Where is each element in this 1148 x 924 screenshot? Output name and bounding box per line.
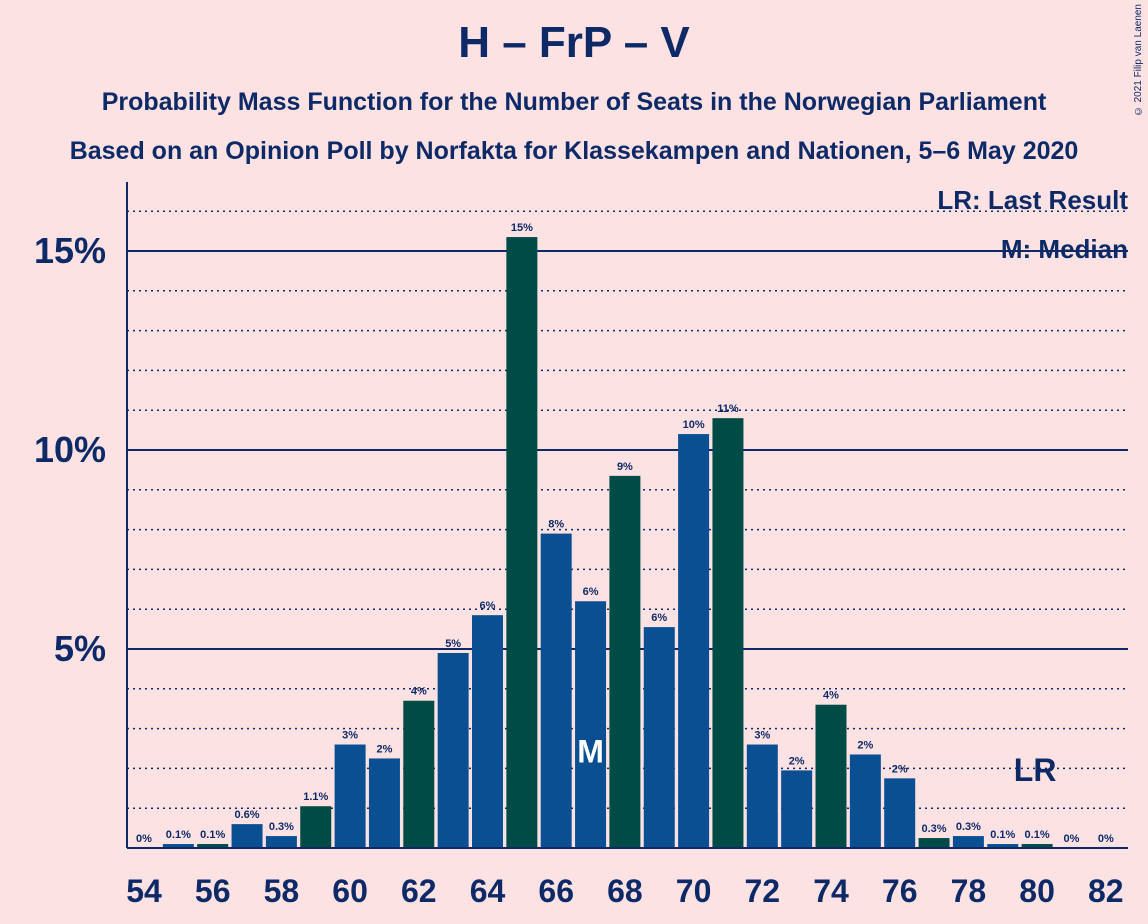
bar-seat-61 bbox=[368, 758, 400, 848]
bar-value-label: 1.1% bbox=[303, 791, 328, 803]
bar-value-label: 0.1% bbox=[200, 829, 225, 841]
bar-value-label: 0.1% bbox=[166, 829, 191, 841]
y-tick-label: 5% bbox=[54, 628, 106, 669]
bar-value-label: 0% bbox=[136, 833, 152, 845]
bar-value-label: 3% bbox=[342, 730, 358, 742]
bar-value-label: 5% bbox=[445, 638, 461, 650]
bar-value-label: 2% bbox=[376, 743, 392, 755]
y-tick-label: 15% bbox=[34, 230, 106, 271]
bar-seat-60 bbox=[334, 744, 366, 848]
bar-value-label: 3% bbox=[754, 730, 770, 742]
x-tick-label: 58 bbox=[264, 873, 300, 909]
bar-value-label: 8% bbox=[548, 519, 564, 531]
bar-value-label: 6% bbox=[651, 612, 667, 624]
bar-seat-57 bbox=[231, 824, 263, 848]
bar-seat-69 bbox=[643, 627, 675, 848]
bar-seat-71 bbox=[712, 418, 744, 848]
bar-value-label: 0.3% bbox=[956, 821, 981, 833]
bar-value-label: 0.1% bbox=[1025, 829, 1050, 841]
median-marker: M bbox=[577, 734, 604, 770]
bar-seat-62 bbox=[403, 700, 435, 848]
x-tick-label: 72 bbox=[745, 873, 781, 909]
bar-seat-55 bbox=[162, 844, 194, 848]
bar-seat-74 bbox=[815, 704, 847, 848]
bar-seat-70 bbox=[678, 434, 710, 848]
last-result-marker: LR bbox=[1014, 752, 1057, 788]
bar-value-label: 6% bbox=[480, 600, 496, 612]
legend-median: M: Median bbox=[1000, 234, 1128, 264]
bar-value-label: 9% bbox=[617, 461, 633, 473]
x-tick-label: 54 bbox=[126, 873, 162, 909]
x-tick-label: 66 bbox=[538, 873, 574, 909]
bar-value-label: 0% bbox=[1063, 833, 1079, 845]
bar-seat-59 bbox=[300, 806, 332, 848]
bar-seat-66 bbox=[540, 533, 572, 848]
bar-seat-67 bbox=[575, 601, 607, 848]
chart-subtitle-2: Based on an Opinion Poll by Norfakta for… bbox=[69, 137, 1079, 165]
bar-value-label: 0.3% bbox=[922, 823, 947, 835]
x-tick-label: 82 bbox=[1088, 873, 1124, 909]
bar-seat-77 bbox=[918, 838, 950, 848]
x-tick-label: 56 bbox=[195, 873, 231, 909]
bar-seat-72 bbox=[746, 744, 778, 848]
bar-seat-65 bbox=[506, 237, 538, 848]
bar-seat-75 bbox=[849, 754, 881, 848]
x-tick-label: 76 bbox=[882, 873, 918, 909]
bar-seat-56 bbox=[197, 844, 229, 848]
bar-seat-76 bbox=[884, 778, 916, 848]
x-tick-label: 74 bbox=[813, 873, 849, 909]
bar-value-label: 0.1% bbox=[990, 829, 1015, 841]
y-tick-label: 10% bbox=[34, 429, 106, 470]
bar-value-label: 0.3% bbox=[269, 821, 294, 833]
bar-value-label: 10% bbox=[683, 419, 705, 431]
x-tick-label: 68 bbox=[607, 873, 643, 909]
x-tick-label: 70 bbox=[676, 873, 712, 909]
bar-seat-64 bbox=[472, 615, 503, 848]
bar-value-label: 6% bbox=[583, 586, 599, 598]
x-tick-label: 62 bbox=[401, 873, 437, 909]
x-tick-label: 80 bbox=[1019, 873, 1055, 909]
x-tick-label: 64 bbox=[470, 873, 506, 909]
bar-seat-68 bbox=[609, 475, 641, 848]
x-tick-label: 78 bbox=[951, 873, 987, 909]
chart-subtitle-1: Probability Mass Function for the Number… bbox=[101, 88, 1047, 116]
bar-value-label: 2% bbox=[892, 763, 908, 775]
bar-value-label: 2% bbox=[857, 739, 873, 751]
bar-value-label: 0.6% bbox=[235, 809, 260, 821]
bar-seat-58 bbox=[265, 836, 297, 848]
bar-seat-78 bbox=[952, 836, 984, 848]
bar-value-label: 15% bbox=[511, 222, 533, 234]
bar-value-label: 2% bbox=[789, 755, 805, 767]
x-tick-label: 60 bbox=[332, 873, 368, 909]
bar-value-label: 4% bbox=[411, 686, 427, 698]
chart-title: H – FrP – V bbox=[458, 18, 690, 67]
bar-seat-73 bbox=[781, 770, 813, 848]
legend-last-result: LR: Last Result bbox=[937, 185, 1128, 215]
bar-seat-63 bbox=[437, 652, 469, 848]
bar-seat-79 bbox=[987, 844, 1019, 848]
bar-value-label: 0% bbox=[1098, 833, 1114, 845]
bar-value-label: 11% bbox=[717, 403, 739, 415]
bar-seat-80 bbox=[1021, 844, 1053, 848]
bar-value-label: 4% bbox=[823, 690, 839, 702]
